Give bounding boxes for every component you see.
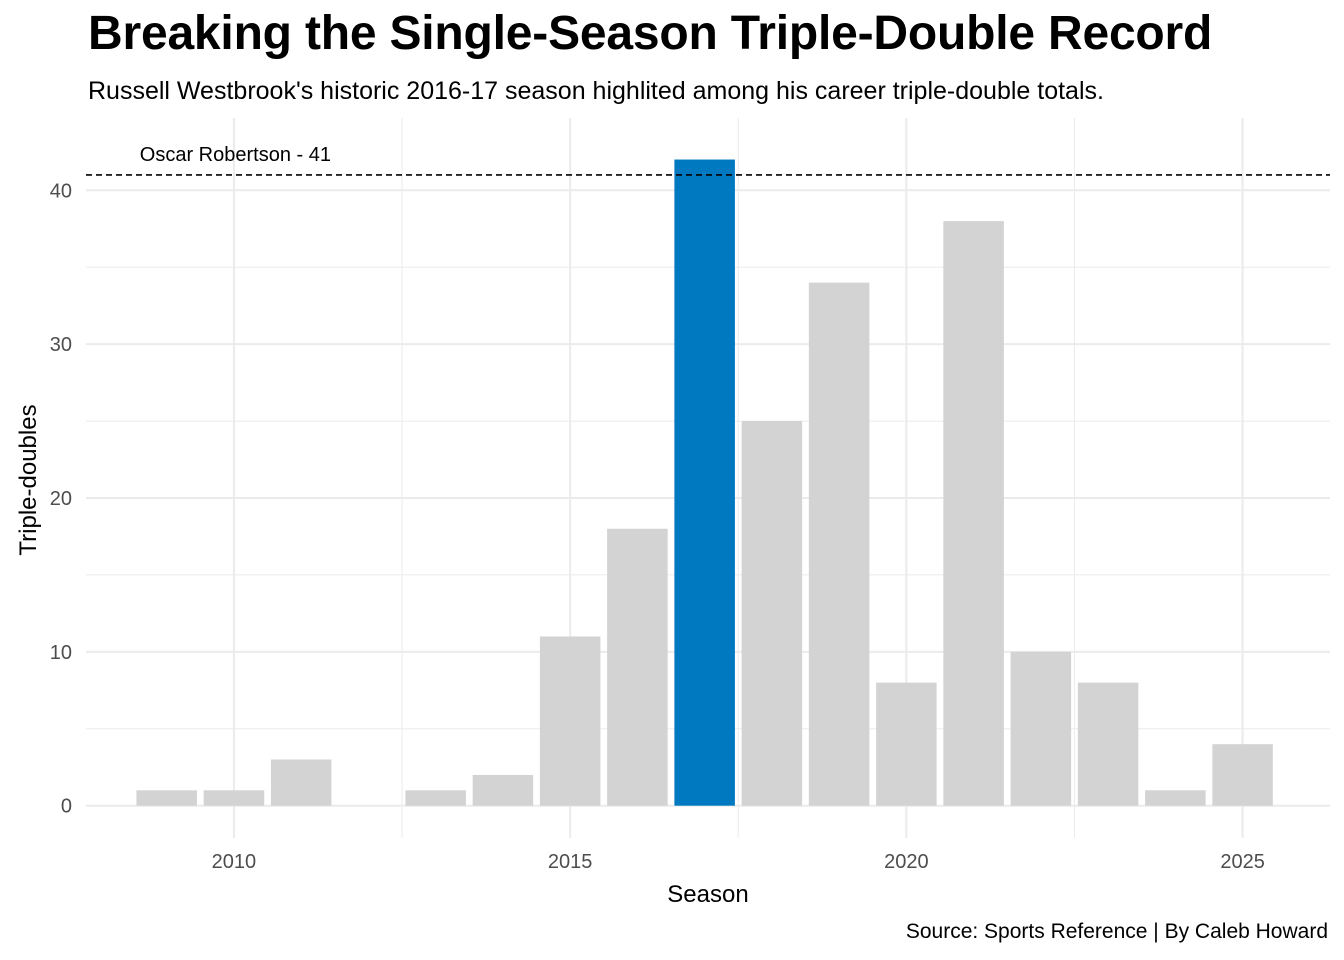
bar [270, 759, 332, 806]
y-axis-ticks: 0 10 20 30 40 [50, 180, 72, 817]
bar [1010, 651, 1072, 806]
x-tick-label: 2025 [1220, 851, 1265, 873]
chart-subtitle: Russell Westbrook's historic 2016-17 sea… [88, 77, 1104, 105]
x-tick-label: 2010 [212, 851, 257, 873]
bar [203, 790, 265, 806]
y-tick-label: 0 [61, 796, 72, 818]
reference-line-label: Oscar Robertson - 41 [140, 144, 331, 166]
chart-caption: Source: Sports Reference | By Caleb Howa… [905, 920, 1328, 943]
bar [472, 774, 534, 806]
bar-highlight [674, 159, 735, 806]
bar [539, 636, 601, 806]
bar [136, 790, 197, 806]
x-tick-label: 2020 [884, 851, 929, 873]
bar [405, 790, 466, 806]
bar [741, 421, 803, 806]
bar [1212, 744, 1273, 806]
chart-title: Breaking the Single-Season Triple-Double… [88, 7, 1213, 60]
reference-line-group: Oscar Robertson - 41 [86, 144, 1330, 176]
y-axis-title: Triple-doubles [15, 404, 42, 555]
y-tick-label: 40 [50, 180, 72, 202]
y-tick-label: 10 [50, 642, 72, 664]
x-axis-ticks: 2010 2015 2020 2025 [212, 851, 1265, 873]
bar [943, 221, 1004, 806]
bar [607, 528, 668, 806]
bar [1077, 682, 1139, 806]
y-tick-label: 30 [50, 334, 72, 356]
bar [876, 682, 937, 806]
bars [136, 159, 1273, 806]
x-axis-title: Season [667, 881, 748, 908]
y-tick-label: 20 [50, 488, 72, 510]
x-tick-label: 2015 [548, 851, 593, 873]
bar [808, 282, 870, 806]
bar [1145, 790, 1206, 806]
